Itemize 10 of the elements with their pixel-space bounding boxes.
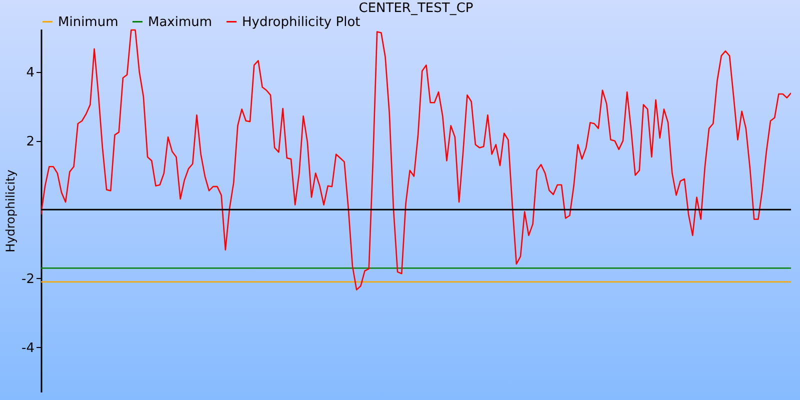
line-series — [41, 29, 791, 290]
y-tick-label: 4 — [26, 66, 34, 81]
chart-title: CENTER_TEST_CP — [358, 1, 474, 16]
legend-label: Maximum — [148, 14, 212, 30]
y-tick-label: -2 — [22, 272, 34, 287]
y-axis-title: Hydrophilicity — [4, 170, 18, 252]
y-tick-label: -4 — [22, 340, 34, 356]
y-tick-label: 2 — [26, 134, 34, 150]
legend-label: Minimum — [58, 14, 118, 30]
legend-label: Hydrophilicity Plot — [242, 14, 360, 30]
